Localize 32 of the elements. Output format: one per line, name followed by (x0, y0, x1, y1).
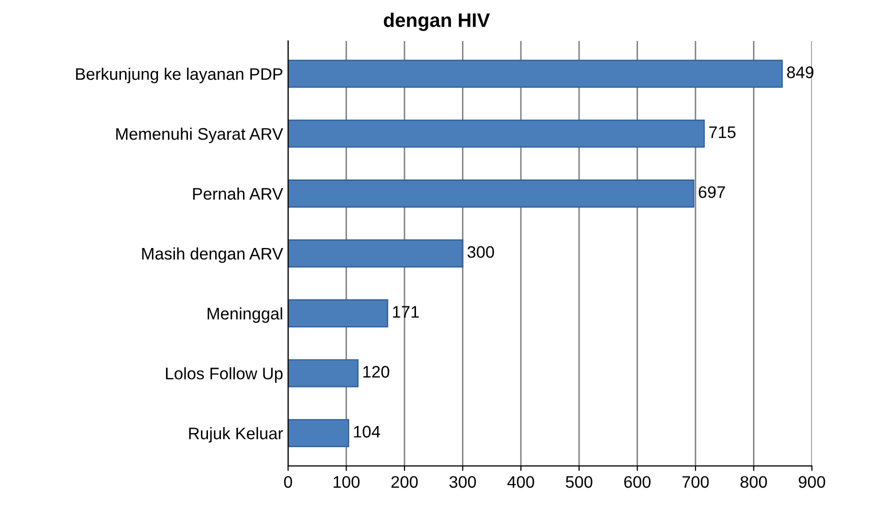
chart-title: dengan HIV (384, 12, 490, 32)
x-tick-label: 400 (507, 476, 534, 488)
y-tick-label: Rujuk Keluar (189, 427, 283, 443)
bar (288, 419, 350, 448)
x-tick-label: 700 (682, 476, 709, 488)
data-label: 697 (698, 186, 725, 198)
y-tick-label: Meninggal (208, 307, 282, 323)
bar (288, 120, 705, 148)
y-tick-label: Memenuhi Syarat ARV (116, 128, 284, 144)
x-tick-label: 800 (740, 476, 767, 488)
data-label: 120 (363, 366, 390, 378)
y-tick-label: Pernah ARV (193, 188, 284, 200)
y-tick-label: Berkunjung ke layanan PDP (76, 68, 282, 84)
x-tick-label: 300 (449, 476, 476, 488)
data-label: 849 (787, 66, 814, 78)
y-tick-label: Masih dengan ARV (142, 247, 284, 263)
bar (288, 239, 464, 268)
data-label: 104 (354, 426, 380, 438)
x-tick-label: 600 (624, 476, 651, 488)
y-tick-label: Lolos Follow Up (166, 367, 283, 383)
x-tick-label: 200 (391, 476, 418, 488)
data-label: 715 (709, 126, 736, 138)
x-tick-label: 500 (566, 476, 592, 488)
bar (288, 180, 694, 208)
bar (288, 299, 388, 328)
bar (288, 359, 358, 388)
x-tick-label: 0 (284, 476, 292, 488)
x-tick-label: 900 (798, 476, 826, 488)
data-label: 171 (393, 306, 419, 318)
x-tick-label: 100 (334, 476, 360, 488)
data-label: 300 (467, 246, 494, 258)
bar (288, 60, 783, 88)
